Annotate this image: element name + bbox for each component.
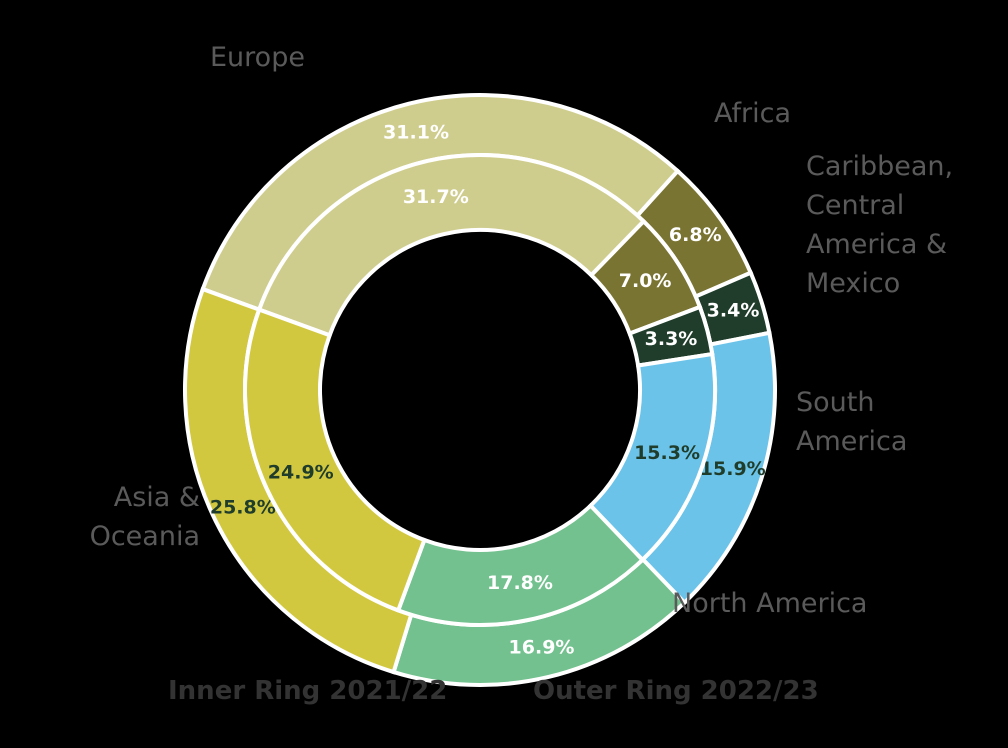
category-label: South America xyxy=(796,387,908,457)
category-label: Europe xyxy=(210,42,305,73)
legend-inner: Inner Ring 2021/22 xyxy=(168,676,448,706)
value-label: 6.8% xyxy=(669,224,722,246)
value-label: 25.8% xyxy=(210,497,276,519)
value-label: 7.0% xyxy=(619,270,672,292)
donut-slice xyxy=(243,307,427,613)
value-label: 31.7% xyxy=(403,186,469,208)
value-label: 3.3% xyxy=(645,328,698,350)
value-label: 15.9% xyxy=(700,458,766,480)
value-label: 16.9% xyxy=(509,636,575,658)
value-label: 15.3% xyxy=(634,442,700,464)
value-label: 31.1% xyxy=(383,121,449,143)
value-label: 3.4% xyxy=(707,300,760,322)
category-label: Caribbean, Central America & Mexico xyxy=(806,151,954,299)
value-label: 24.9% xyxy=(268,461,334,483)
donut-slice xyxy=(256,153,647,338)
category-label: North America xyxy=(672,588,868,619)
category-label: Africa xyxy=(714,98,792,129)
legend-outer: Outer Ring 2022/23 xyxy=(533,676,819,706)
category-label: Asia & Oceania xyxy=(89,482,200,552)
value-label: 17.8% xyxy=(487,572,553,594)
